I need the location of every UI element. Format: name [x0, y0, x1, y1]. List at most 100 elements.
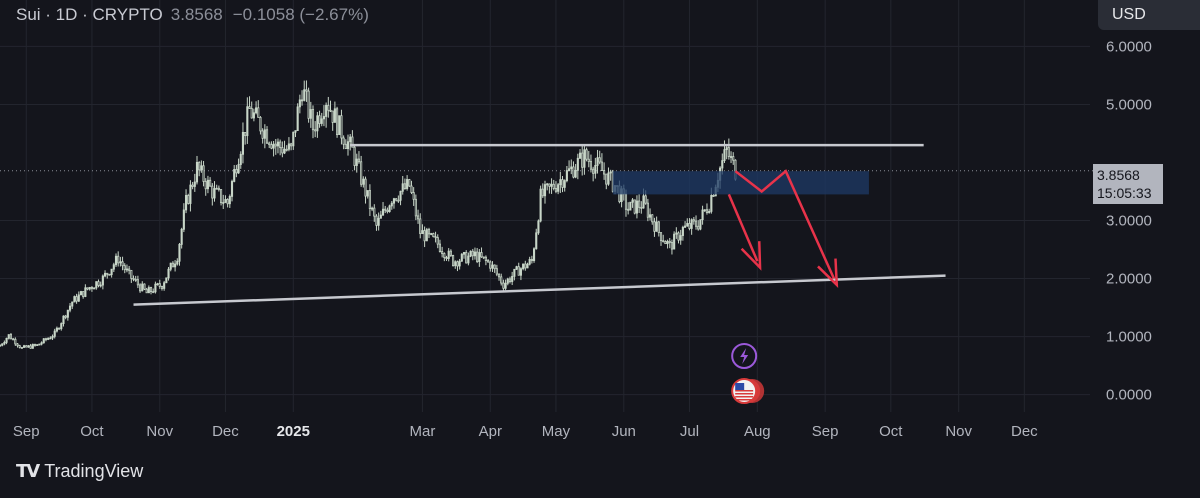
candle-body	[524, 263, 527, 269]
candle-body	[592, 168, 595, 174]
candle-body	[255, 107, 258, 114]
candle-body	[88, 286, 91, 290]
y-tick-label: 6.0000	[1106, 38, 1152, 55]
candle-body	[725, 147, 728, 151]
candle-body	[285, 148, 288, 151]
candle-body	[644, 195, 647, 204]
candle-body	[416, 215, 420, 220]
candle-body	[180, 228, 183, 245]
candle-body	[465, 252, 468, 264]
candle-body	[136, 279, 139, 286]
candle-body	[572, 166, 575, 178]
candle-body	[659, 232, 663, 242]
candle-body	[104, 272, 107, 277]
candle-body	[500, 276, 503, 284]
candle-body	[487, 260, 490, 263]
x-tick-label: Oct	[879, 423, 903, 440]
x-tick-label: Jun	[612, 423, 636, 440]
candle-body	[160, 285, 164, 289]
candle-body	[390, 202, 393, 207]
candle-body	[517, 266, 520, 276]
candle-body	[325, 104, 328, 117]
candle-body	[640, 206, 643, 209]
candle-body	[29, 345, 32, 349]
candle-body	[699, 219, 702, 230]
candle-body	[589, 161, 593, 170]
x-tick-label: Dec	[1011, 423, 1038, 440]
candle-body	[283, 148, 286, 154]
candle-body	[123, 265, 126, 271]
candle-body	[294, 130, 297, 133]
candle-body	[25, 345, 28, 348]
candle-body	[368, 190, 371, 209]
candle-body	[16, 343, 19, 347]
x-tick-label: Oct	[80, 423, 104, 440]
candle-body	[0, 344, 2, 347]
candle-body	[23, 345, 26, 348]
candle-body	[314, 129, 317, 132]
candle-body	[705, 209, 709, 213]
candle-body	[305, 89, 308, 92]
tradingview-logo-icon: TV	[16, 461, 40, 482]
candle-body	[132, 278, 135, 280]
candle-body	[375, 215, 378, 226]
candle-body	[125, 268, 129, 271]
candle-body	[220, 189, 223, 204]
price-change: −0.1058 (−2.67%)	[232, 5, 369, 24]
candle-body	[381, 208, 385, 216]
candle-body	[193, 181, 196, 187]
candle-body	[574, 169, 577, 178]
candle-body	[351, 136, 354, 148]
candle-body	[638, 200, 641, 208]
candle-body	[522, 263, 525, 270]
candle-body	[230, 181, 234, 197]
candle-body	[565, 170, 568, 182]
candle-body	[600, 161, 603, 171]
candle-body	[526, 263, 529, 269]
candle-body	[605, 173, 608, 185]
candle-body	[386, 209, 389, 212]
candle-body	[508, 278, 512, 282]
candle-body	[462, 252, 466, 255]
candle-body	[86, 287, 89, 290]
candle-body	[261, 130, 264, 139]
candle-body	[121, 261, 124, 267]
currency-label: USD	[1112, 6, 1146, 23]
candle-body	[710, 195, 713, 212]
tradingview-brand[interactable]: TV TradingView	[16, 461, 143, 482]
candle-body	[703, 209, 706, 212]
candle-body	[708, 210, 711, 213]
candle-body	[147, 287, 150, 294]
candle-body	[631, 199, 634, 203]
candle-body	[71, 301, 74, 307]
candle-body	[9, 334, 13, 340]
candle-body	[469, 250, 472, 257]
candle-body	[727, 147, 730, 157]
candle-body	[484, 256, 487, 261]
flag-stripe	[735, 399, 754, 401]
candle-body	[423, 230, 426, 242]
candle-body	[346, 141, 350, 150]
candle-body	[425, 229, 428, 242]
candle-body	[53, 330, 56, 337]
candle-body	[624, 193, 628, 210]
candle-body	[458, 260, 461, 267]
candle-body	[732, 156, 735, 161]
candle-body	[434, 236, 437, 239]
candle-body	[408, 179, 411, 187]
currency-button[interactable]: USD	[1098, 0, 1200, 30]
candle-body	[511, 275, 514, 282]
candle-body	[554, 188, 558, 192]
candle-body	[248, 106, 251, 109]
candle-body	[419, 218, 422, 235]
candle-body	[82, 291, 85, 297]
candle-body	[342, 137, 345, 145]
candle-body	[377, 217, 380, 226]
candle-body	[557, 184, 560, 192]
candle-body	[467, 255, 470, 264]
candle-body	[629, 201, 632, 211]
candle-body	[675, 232, 678, 235]
candle-body	[195, 161, 199, 183]
